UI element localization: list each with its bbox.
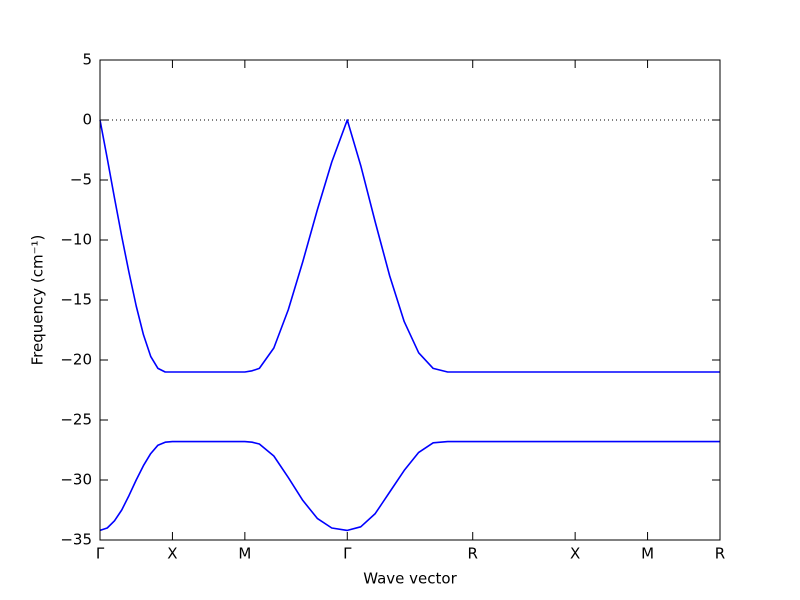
x-tick-label: X: [167, 545, 177, 563]
y-tick-label: −30: [60, 471, 92, 489]
y-tick-label: 0: [82, 111, 92, 129]
y-tick-label: −15: [60, 291, 92, 309]
band-line: [99, 440, 720, 532]
plot-frame: [99, 59, 721, 541]
band-line: [99, 119, 720, 373]
y-tick-label: −35: [60, 531, 92, 549]
x-tick-label: R: [468, 545, 478, 563]
x-tick-label: M: [238, 545, 251, 563]
x-tick-label: R: [715, 545, 725, 563]
y-tick-label: −10: [60, 231, 92, 249]
y-axis-label: Frequency (cm⁻¹): [29, 235, 47, 366]
x-tick-label: X: [570, 545, 580, 563]
y-tick-label: −20: [60, 351, 92, 369]
x-tick-label: Γ: [96, 545, 105, 563]
x-axis-label: Wave vector: [363, 570, 457, 588]
x-tick-label: Γ: [343, 545, 352, 563]
y-tick-label: −25: [60, 411, 92, 429]
x-tick-label: M: [641, 545, 654, 563]
y-tick-label: 5: [82, 51, 92, 69]
y-tick-label: −5: [70, 171, 92, 189]
